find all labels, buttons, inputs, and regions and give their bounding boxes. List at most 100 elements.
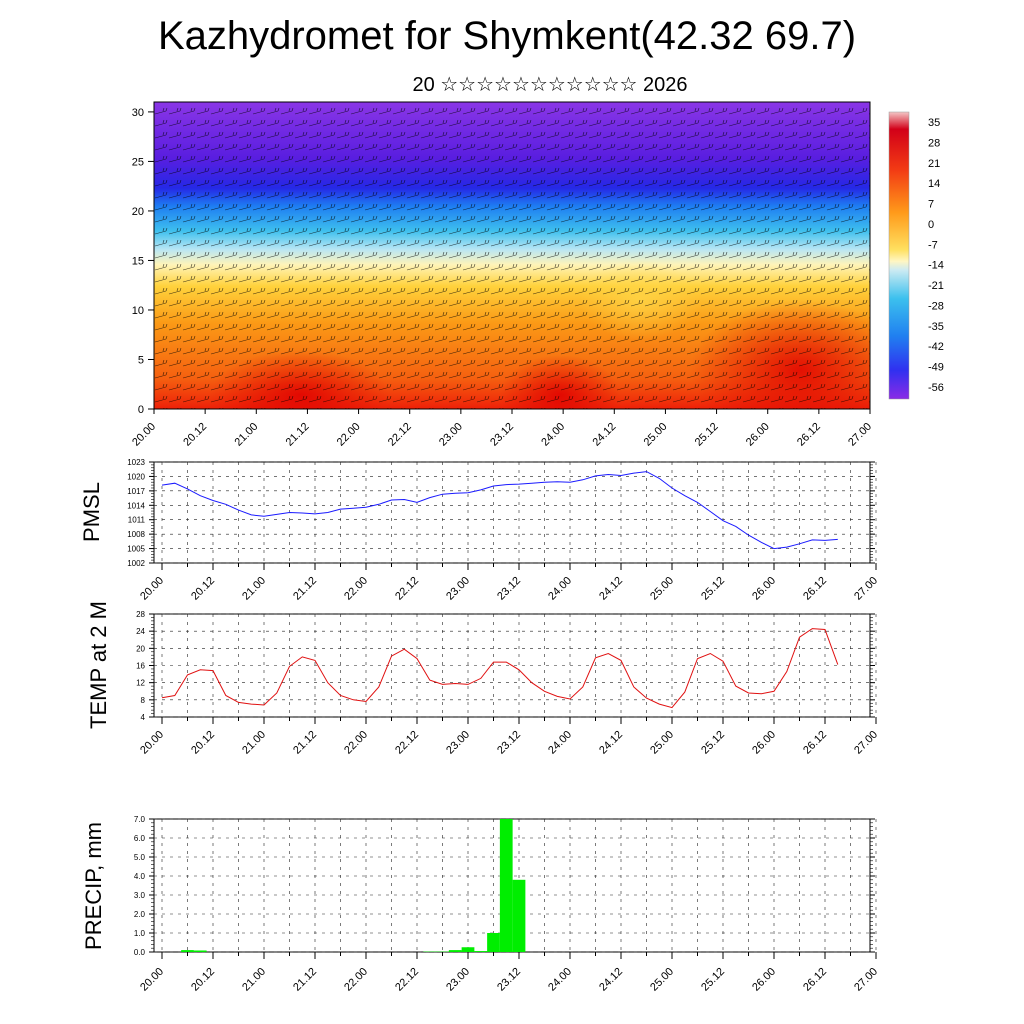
x-tick-label: 20.12 [189, 575, 217, 603]
colorbar-label: -35 [928, 321, 944, 333]
x-tick-label: 24.00 [546, 729, 574, 757]
y-tick-label: 12 [136, 679, 145, 688]
x-tick-label: 21.12 [284, 421, 312, 449]
x-tick-label: 20.12 [181, 421, 209, 449]
x-tick-label: 20.00 [138, 966, 166, 994]
x-tick-label: 20.12 [189, 729, 217, 757]
x-tick-label: 23.12 [495, 729, 523, 757]
y-tick-label: 1017 [127, 487, 145, 496]
x-tick-label: 24.00 [539, 421, 567, 449]
x-tick-label: 25.00 [642, 421, 670, 449]
x-tick-label: 23.00 [437, 421, 465, 449]
cross-section-panel: 0 5 10 15 20 25 30 20.00 20.12 21.00 21.12 22.00 22… [130, 101, 944, 449]
colorbar-label: -28 [928, 300, 944, 312]
y-tick-label: 6.0 [134, 834, 146, 843]
y-tick-label: 1.0 [134, 929, 146, 938]
x-tick-label: 26.12 [801, 729, 829, 757]
colorbar-label: 14 [928, 178, 940, 190]
x-tick-label: 21.12 [291, 729, 319, 757]
precip-bar [193, 950, 207, 952]
y-tick-label: 1005 [127, 545, 145, 554]
temp-ylabel: TEMP at 2 M [86, 601, 111, 729]
x-tick-label: 26.00 [750, 729, 778, 757]
y-tick-label: 28 [136, 610, 145, 619]
y-tick-label: 15 [132, 255, 144, 267]
y-tick-label: 20 [132, 206, 144, 218]
cross-section-x-axis: 20.00 20.12 21.00 21.12 22.00 22.12 23.00 23.12… [130, 409, 874, 449]
precip-bar [461, 947, 475, 952]
x-tick-label: 24.00 [546, 966, 574, 994]
precip-bar [448, 950, 462, 952]
x-tick-label: 23.12 [488, 421, 516, 449]
chart-subtitle: 20 ☆☆☆☆☆☆☆☆☆☆☆ 2026 [412, 74, 688, 96]
y-tick-label: 5.0 [134, 853, 146, 862]
precip-bar [474, 951, 488, 952]
y-tick-label: 1014 [127, 501, 145, 510]
y-tick-label: 1011 [128, 516, 146, 525]
colorbar-label: -42 [928, 341, 944, 353]
y-tick-label: 5 [138, 354, 144, 366]
y-tick-label: 1002 [127, 559, 145, 568]
x-tick-label: 25.00 [648, 966, 676, 994]
chart-title: Kazhydromet for Shymkent(42.32 69.7) [157, 14, 857, 58]
x-tick-label: 23.00 [444, 966, 472, 994]
temp-x-axis: 20.00 20.12 21.00 21.12 22.00 22.12 23.00 23.12… [138, 717, 880, 757]
x-tick-label: 24.12 [597, 729, 625, 757]
x-tick-label: 21.12 [291, 966, 319, 994]
colorbar-label: -49 [928, 362, 944, 374]
colorbar-label: 0 [928, 219, 934, 231]
temp-series-line [161, 628, 839, 709]
precip-bar [181, 950, 194, 952]
x-tick-label: 25.12 [699, 966, 727, 994]
x-tick-label: 23.00 [444, 575, 472, 603]
y-tick-label: 24 [136, 627, 145, 636]
x-tick-label: 21.00 [232, 421, 260, 449]
pmsl-series-line [161, 471, 838, 550]
y-tick-label: 7.0 [134, 815, 146, 824]
colorbar-label: 28 [928, 137, 940, 149]
x-tick-label: 21.00 [240, 729, 268, 757]
colorbar-label: -56 [928, 382, 944, 394]
x-tick-label: 22.00 [342, 575, 370, 603]
x-tick-label: 25.00 [648, 729, 676, 757]
x-tick-label: 27.00 [852, 729, 880, 757]
cross-section-y-axis: 0 5 10 15 20 25 30 [132, 107, 154, 416]
x-tick-label: 26.00 [750, 966, 778, 994]
x-tick-label: 25.00 [648, 575, 676, 603]
x-tick-label: 22.12 [393, 966, 421, 994]
colorbar-labels: 35 28 21 14 7 0 -7 -14 -21 -28 -35 -42 -49 -56 [928, 117, 944, 394]
colorbar-label: 7 [928, 199, 934, 211]
y-tick-label: 1008 [127, 530, 145, 539]
x-tick-label: 24.12 [590, 421, 618, 449]
y-tick-label: 16 [136, 662, 145, 671]
colorbar-label: -21 [928, 280, 944, 292]
precip-bars [181, 819, 526, 952]
x-tick-label: 21.00 [240, 575, 268, 603]
y-tick-label: 4.0 [134, 872, 146, 881]
x-tick-label: 21.00 [240, 966, 268, 994]
y-tick-label: 30 [132, 107, 144, 119]
x-tick-label: 24.12 [597, 966, 625, 994]
precip-bar [512, 879, 526, 952]
x-tick-label: 22.00 [342, 729, 370, 757]
y-tick-label: 1020 [127, 472, 145, 481]
x-tick-label: 26.00 [750, 575, 778, 603]
x-tick-label: 20.00 [130, 421, 158, 449]
y-tick-label: 0.0 [134, 948, 146, 957]
temp-y-axis: 4 8 12 16 20 24 28 [136, 610, 875, 722]
colorbar-label: 21 [928, 158, 940, 170]
pmsl-x-axis: 20.00 20.12 21.00 21.12 22.00 22.12 23.00 23.12… [138, 563, 880, 603]
y-tick-label: 10 [132, 305, 144, 317]
x-tick-label: 22.00 [335, 421, 363, 449]
x-tick-label: 25.12 [699, 729, 727, 757]
x-tick-label: 26.12 [801, 966, 829, 994]
colorbar-label: 35 [928, 117, 940, 129]
y-tick-label: 4 [141, 713, 146, 722]
x-tick-label: 27.00 [846, 421, 874, 449]
x-tick-label: 26.00 [744, 421, 772, 449]
x-tick-label: 25.12 [699, 575, 727, 603]
x-tick-label: 23.12 [495, 575, 523, 603]
x-tick-label: 20.12 [189, 966, 217, 994]
